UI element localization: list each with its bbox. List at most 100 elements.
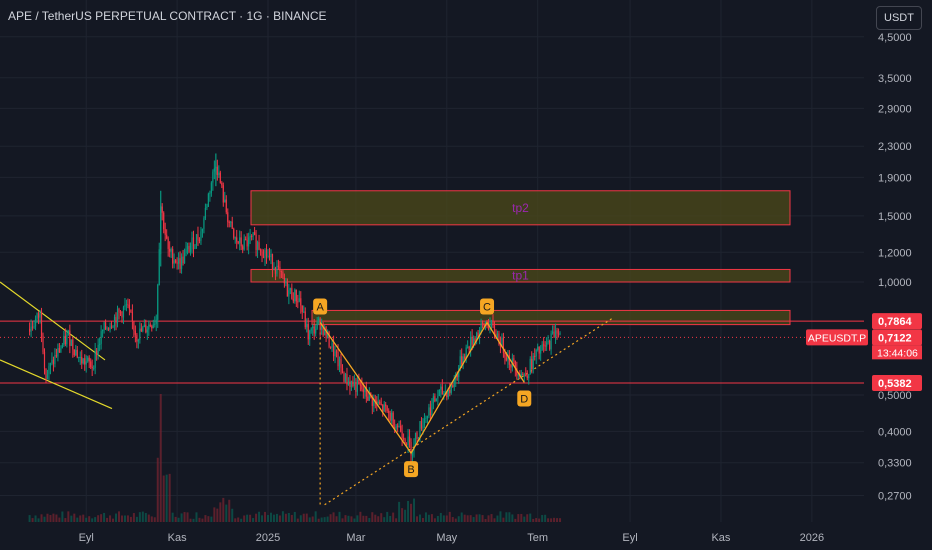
candle-body <box>413 438 415 450</box>
candle-body <box>537 346 539 350</box>
candle-body <box>225 199 227 213</box>
candle-body <box>417 437 420 439</box>
candle-body <box>210 182 212 193</box>
volume-bar <box>43 516 46 522</box>
price-label-support <box>872 374 922 391</box>
volume-bar <box>460 512 463 522</box>
candle-body <box>404 439 406 444</box>
candle-body <box>186 246 189 250</box>
candle-body <box>283 277 285 284</box>
volume-bar <box>109 515 112 522</box>
target-zones[interactable]: tp2 tp1 <box>250 190 791 326</box>
candle-body <box>411 449 414 456</box>
volume-bar <box>299 515 302 522</box>
candle-body <box>87 357 89 362</box>
candle-body <box>453 380 455 387</box>
candle-body <box>109 326 111 330</box>
candle-body <box>386 406 388 411</box>
price-label-text-support: 0,5382 <box>878 378 912 390</box>
volume-bar <box>67 511 70 522</box>
candle-body <box>516 368 518 376</box>
volume-bar <box>73 513 76 522</box>
candle-body <box>510 364 512 368</box>
candle-body <box>113 317 116 327</box>
candle-body <box>322 324 324 336</box>
candle-body <box>34 318 37 327</box>
candle-body <box>236 237 238 242</box>
candle-body <box>178 258 180 264</box>
candle-body <box>343 372 345 382</box>
candle-body <box>200 231 202 241</box>
candle-body <box>262 256 265 258</box>
candle-body <box>40 311 43 336</box>
candle-body <box>82 358 84 364</box>
candle-body <box>324 327 326 336</box>
candle-body <box>492 321 494 326</box>
candle-body <box>230 221 232 223</box>
candle-body <box>170 248 172 252</box>
candle-body <box>541 344 543 350</box>
volume-bar <box>174 516 177 522</box>
candle-body <box>280 270 283 272</box>
volume-bar <box>106 517 109 522</box>
volume-bar <box>264 511 267 522</box>
candle-body <box>329 346 332 348</box>
candle-body <box>380 404 382 406</box>
currency-button[interactable]: USDT <box>876 6 922 30</box>
volume-bar <box>359 511 362 522</box>
candle-body <box>331 343 333 348</box>
candle-body <box>131 312 134 322</box>
candle-body <box>119 312 122 314</box>
volume-bar <box>466 515 469 522</box>
candle-body <box>441 386 443 395</box>
volume-bar <box>338 511 341 522</box>
volume-bar <box>347 515 350 522</box>
candle-body <box>310 328 312 331</box>
volume-bar <box>517 514 520 522</box>
candle-body <box>242 246 244 250</box>
trendlines[interactable] <box>0 281 613 506</box>
candle-body <box>429 407 432 416</box>
harmonic-pattern[interactable]: A B C D <box>313 298 532 478</box>
volume-bar <box>228 499 231 522</box>
candle-body <box>426 416 429 418</box>
price-tick: 0,2700 <box>878 490 912 502</box>
candle-body <box>346 373 348 385</box>
candle-body <box>307 324 309 340</box>
volume-bar <box>478 514 481 522</box>
volume-bar <box>487 515 490 522</box>
candle-body <box>292 298 294 302</box>
volume-bar <box>91 518 94 522</box>
candle-body <box>407 436 409 445</box>
candle-body <box>312 326 314 329</box>
candle-body <box>425 417 427 420</box>
candle-body <box>146 329 148 333</box>
candle-body <box>96 350 98 355</box>
candle-body <box>73 349 75 356</box>
candle-body <box>356 380 358 392</box>
volume-bar <box>407 500 410 522</box>
candle-body <box>265 249 268 257</box>
candle-body <box>198 239 201 241</box>
volume-bar <box>28 515 31 522</box>
candle-body <box>297 301 299 303</box>
candle-body <box>149 324 151 327</box>
volume-bar <box>180 513 183 522</box>
support-dotted <box>324 317 613 506</box>
candle-body <box>400 425 402 432</box>
horizontal-levels[interactable] <box>0 320 864 384</box>
volume-bar <box>237 517 240 522</box>
volume-bar <box>371 512 374 522</box>
candle-body <box>33 326 35 328</box>
volume-bar <box>362 515 365 522</box>
candle-body <box>139 328 141 340</box>
candle-body <box>520 373 522 377</box>
candle-body <box>267 255 269 257</box>
volume-bar <box>523 516 526 522</box>
candle-body <box>81 356 83 364</box>
candle-body <box>239 237 241 244</box>
volume-bar <box>246 514 249 522</box>
candle-body <box>279 266 281 271</box>
volume-bar <box>243 515 246 522</box>
